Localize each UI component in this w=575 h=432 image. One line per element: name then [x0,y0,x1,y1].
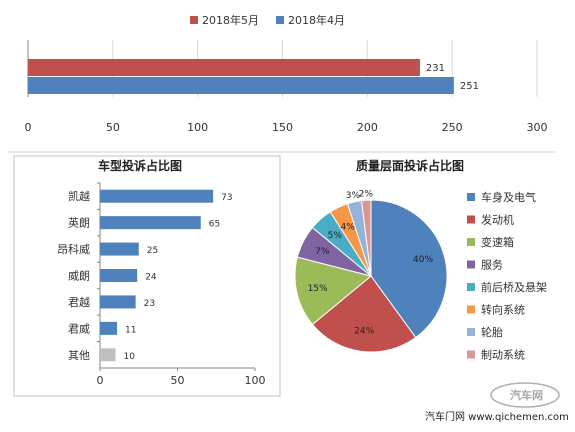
bar-value-label-4: 23 [144,299,155,309]
bar-1 [28,77,454,94]
category-label-5: 君威 [68,322,90,335]
pie-label-2: 15% [308,284,328,294]
x-tick-label-1: 50 [171,374,185,387]
bar-0 [100,189,214,203]
pie-label-5: 4% [341,222,356,232]
x-tick-label-1: 50 [106,121,120,134]
pie-legend-label-0: 车身及电气 [481,190,536,204]
x-tick-label-2: 100 [187,121,208,134]
pie-legend-label-2: 变速箱 [481,235,514,249]
bar-value-label-3: 24 [145,273,157,283]
legend-label-0: 2018年5月 [202,13,259,27]
bar-value-label-1: 251 [460,81,479,92]
pie-label-3: 7% [315,247,330,257]
pie-label-1: 24% [354,326,374,336]
bar-2 [100,242,139,256]
bar-value-label-2: 25 [147,246,158,256]
bar-3 [100,269,138,282]
pie-slice-0 [370,199,448,339]
category-label-6: 其他 [68,349,90,362]
pie-legend-label-7: 制动系统 [481,349,525,362]
quality-complaints-pie: 40% 24% 15% 7% 5%4% 3%2% [294,189,448,353]
x-tick-label-0: 0 [25,121,32,134]
pie-slice-1 [311,275,417,353]
watermark-logo-ring [490,382,560,408]
bar-value-label-0: 231 [426,63,445,74]
pie-label-4: 5% [328,231,343,241]
bar-value-label-5: 11 [125,325,136,335]
x-tick-label-4: 200 [357,121,378,134]
x-tick-label-0: 0 [97,374,104,387]
bar-4 [100,295,136,309]
pie-legend-swatch-2 [467,238,475,246]
pie-slice-7 [360,199,372,277]
pie-legend-swatch-1 [467,215,475,224]
legend-label-1: 2018年4月 [288,13,345,27]
x-tick-label-5: 250 [442,121,463,134]
watermark-logo: 汽车网 [510,388,543,402]
bar-6 [100,348,116,362]
watermark-source: 汽车门网 www.qichemen.com [425,410,569,423]
pie-legend-label-5: 转向系统 [481,303,525,317]
category-label-3: 威朗 [68,270,90,283]
legend-swatch-0 [190,16,198,24]
bar-0 [28,59,420,76]
x-tick-label-6: 300 [527,121,548,134]
quality-chart-title: 质量层面投诉占比图 [356,158,464,173]
pie-legend-swatch-0 [467,193,475,201]
bar-value-label-1: 65 [209,220,220,230]
legend-swatch-1 [276,16,284,24]
monthly-complaints-chart: 2018年5月 2018年4月 0 50 100 150 200 250 300 231 251 [25,13,548,134]
bar-1 [100,216,201,230]
bar-value-label-6: 10 [124,352,136,362]
pie-legend-label-1: 发动机 [481,213,514,227]
pie-legend-label-4: 前后桥及悬架 [481,280,547,294]
pie-legend-label-6: 轮胎 [481,325,503,339]
pie-legend-label-3: 服务 [481,259,503,272]
pie-legend-swatch-7 [467,350,475,359]
pie-legend-swatch-3 [467,260,475,269]
pie-legend-swatch-6 [467,328,475,336]
category-label-4: 君越 [68,295,90,309]
category-label-1: 英朗 [68,216,90,230]
pie-legend-swatch-5 [467,305,475,314]
pie-slice-2 [294,256,373,326]
model-chart-title: 车型投诉占比图 [98,158,182,173]
pie-legend-swatch-4 [467,283,475,291]
pie-label-6: 3% [346,191,361,201]
category-label-2: 昂科威 [57,242,90,256]
model-chart-frame [13,155,281,397]
model-complaints-chart: 0 50 100 凯越 73 英朗 65 昂科威 25 威朗 24 君越 23 君威 11 其他 10 [57,182,266,387]
bar-value-label-0: 73 [221,193,232,203]
pie-label-0: 40% [413,255,433,265]
category-label-0: 凯越 [68,189,90,203]
x-tick-label-3: 150 [272,121,293,134]
x-tick-label-2: 100 [245,374,266,387]
bar-5 [100,321,118,335]
pie-label-7: 2% [359,189,374,199]
watermark: 汽车网 汽车门网 www.qichemen.com [425,382,569,423]
